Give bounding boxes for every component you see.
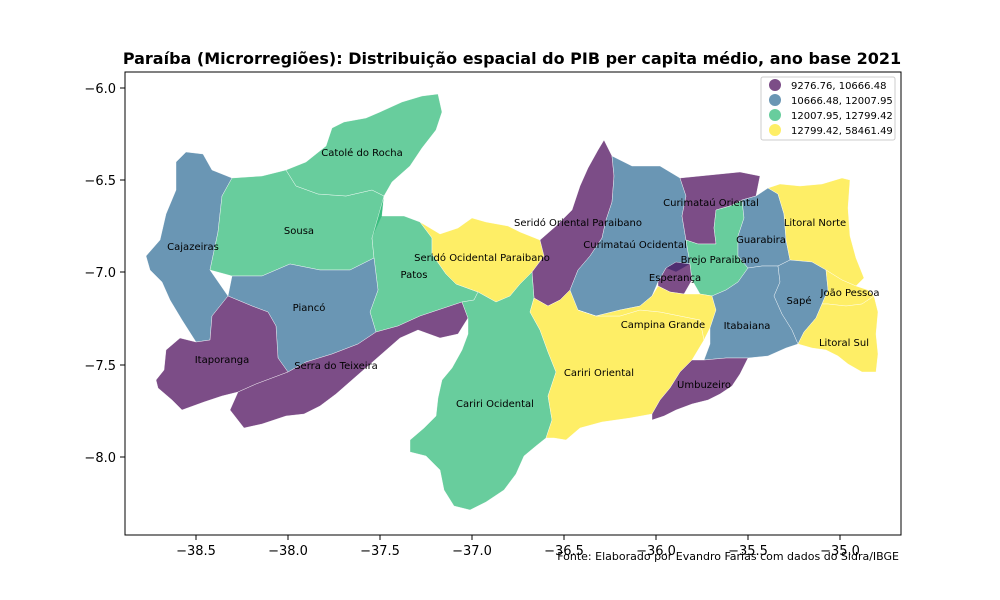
legend-marker [769,94,781,106]
region-label-serido-ocidental: Seridó Ocidental Paraibano [414,252,550,264]
legend-label: 12799.42, 58461.49 [791,126,893,137]
map-title: Paraíba (Microrregiões): Distribuição es… [123,49,901,68]
region-label-patos: Patos [401,270,428,281]
region-label-itaporanga: Itaporanga [195,355,250,366]
region-label-sousa: Sousa [284,226,314,237]
region-label-curimatau-ocidental: Curimataú Ocidental [583,239,686,251]
region-litoral-norte[interactable] [767,177,865,287]
y-tick-label: −6.5 [84,174,116,189]
x-tick-label: −37.0 [452,544,492,559]
legend: 9276.76, 10666.48 10666.48, 12007.95 120… [760,76,896,141]
x-tick-label: −38.5 [176,544,216,559]
x-tick-label: −37.5 [360,544,400,559]
region-label-campina-grande: Campina Grande [621,320,705,331]
region-label-layer: Catolé do Rocha Cajazeiras Sousa Patos P… [167,147,879,410]
region-label-serra-do-teixeira: Serra do Teixeira [294,361,378,372]
region-label-serido-oriental: Seridó Oriental Paraibano [514,217,642,229]
x-tick-label: −35.5 [728,544,768,559]
region-serra-do-teixeira[interactable] [229,301,469,429]
legend-marker [769,124,781,136]
region-label-joao-pessoa: João Pessoa [820,288,880,299]
region-label-esperanca: Esperança [649,273,701,284]
region-label-catole-do-rocha: Catolé do Rocha [321,147,402,159]
region-label-litoral-sul: Litoral Sul [819,338,869,349]
x-tick-label: −35.0 [820,544,860,559]
region-label-guarabira: Guarabira [736,235,786,246]
y-tick-label: −8.0 [84,451,116,466]
region-label-brejo-paraibano: Brejo Paraibano [681,255,760,266]
x-tick-label: −36.5 [544,544,584,559]
legend-label: 9276.76, 10666.48 [791,81,886,92]
region-label-cariri-ocidental: Cariri Ocidental [456,399,534,410]
region-label-cariri-oriental: Cariri Oriental [564,368,634,379]
legend-label: 10666.48, 12007.95 [791,96,893,107]
legend-marker [769,79,781,91]
axes-frame [124,71,902,536]
x-tick-label: −38.0 [268,544,308,559]
y-tick-label: −7.0 [84,266,116,281]
region-label-itabaiana: Itabaiana [724,321,771,332]
region-label-umbuzeiro: Umbuzeiro [677,380,731,391]
source-note: Fonte: Elaborado por Evandro Farias com … [557,550,899,563]
region-label-cajazeiras: Cajazeiras [167,242,219,253]
y-tick-label: −6.0 [84,82,116,97]
legend-label: 12007.95, 12799.42 [791,111,893,122]
y-axis: −6.0 −6.5 −7.0 −7.5 −8.0 [84,82,125,466]
region-label-sape: Sapé [787,295,812,307]
x-tick-label: −36.0 [636,544,676,559]
x-axis: −38.5 −38.0 −37.5 −37.0 −36.5 −36.0 −35.… [176,535,860,559]
region-label-pianco: Piancó [293,302,326,314]
region-umbuzeiro[interactable] [651,357,749,421]
legend-marker [769,109,781,121]
region-layer [145,93,879,511]
y-tick-label: −7.5 [84,359,116,374]
region-catole-do-rocha[interactable] [285,93,443,197]
region-label-litoral-norte: Litoral Norte [784,218,846,229]
legend-box [760,76,896,141]
region-itaporanga[interactable] [155,295,289,411]
region-label-curimatau-oriental: Curimataú Oriental [663,197,759,209]
region-litoral-sul[interactable] [797,295,879,373]
